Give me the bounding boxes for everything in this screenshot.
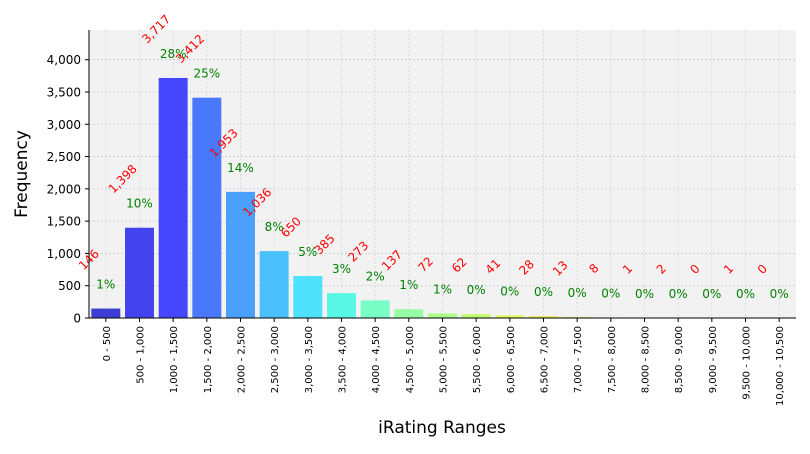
x-tick-label: 5,500 - 6,000 bbox=[472, 326, 483, 393]
bar bbox=[91, 309, 120, 318]
y-axis-label: Frequency bbox=[12, 130, 32, 218]
y-tick-label: 3,000 bbox=[47, 118, 81, 132]
x-tick-label: 6,500 - 7,000 bbox=[540, 326, 551, 393]
percent-label: 2% bbox=[366, 269, 385, 283]
x-tick-label: 9,500 - 10,000 bbox=[742, 326, 753, 400]
percent-label: 0% bbox=[534, 285, 553, 299]
x-tick-label: 3,000 - 3,500 bbox=[304, 326, 315, 393]
percent-label: 1% bbox=[96, 278, 115, 292]
x-tick-label: 3,500 - 4,000 bbox=[338, 326, 349, 393]
x-tick-label: 500 - 1,000 bbox=[136, 326, 147, 384]
percent-label: 0% bbox=[669, 287, 688, 301]
bar bbox=[159, 78, 188, 318]
x-tick-label: 10,000 - 10,500 bbox=[775, 326, 786, 406]
y-tick-label: 1,000 bbox=[47, 247, 81, 261]
y-tick-label: 3,500 bbox=[47, 85, 81, 99]
percent-label: 0% bbox=[736, 287, 755, 301]
percent-label: 0% bbox=[635, 287, 654, 301]
x-tick-label: 1,500 - 2,000 bbox=[203, 326, 214, 393]
x-tick-label: 8,500 - 9,000 bbox=[674, 326, 685, 393]
x-tick-label: 4,500 - 5,000 bbox=[405, 326, 416, 393]
x-tick-label: 0 - 500 bbox=[102, 326, 113, 361]
x-tick-label: 2,000 - 2,500 bbox=[237, 326, 248, 393]
x-tick-label: 4,000 - 4,500 bbox=[371, 326, 382, 393]
y-tick-label: 2,000 bbox=[47, 182, 81, 196]
percent-label: 25% bbox=[193, 67, 220, 81]
y-tick-label: 4,000 bbox=[47, 53, 81, 67]
x-tick-label: 9,000 - 9,500 bbox=[708, 326, 719, 393]
y-tick-label: 2,500 bbox=[47, 150, 81, 164]
percent-label: 0% bbox=[467, 283, 486, 297]
x-tick-label: 7,500 - 8,000 bbox=[607, 326, 618, 393]
bar bbox=[361, 300, 390, 318]
bar bbox=[192, 98, 221, 318]
bar bbox=[428, 313, 457, 318]
x-tick-label: 8,000 - 8,500 bbox=[641, 326, 652, 393]
x-tick-label: 1,000 - 1,500 bbox=[169, 326, 180, 393]
y-axis-ticks: 0 500 1,000 1,500 2,000 2,500 3,000 3,500 4,000 bbox=[47, 53, 89, 325]
percent-label: 1% bbox=[399, 278, 418, 292]
x-axis-ticks: 0 - 500 500 - 1,000 1,000 - 1,500 1,500 - 2… bbox=[102, 318, 786, 406]
bar bbox=[260, 251, 289, 318]
percent-label: 0% bbox=[500, 284, 519, 298]
percent-label: 0% bbox=[601, 286, 620, 300]
bar bbox=[327, 293, 356, 318]
percent-label: 0% bbox=[568, 286, 587, 300]
x-tick-label: 6,000 - 6,500 bbox=[506, 326, 517, 393]
percent-label: 0% bbox=[770, 287, 789, 301]
x-tick-label: 2,500 - 3,000 bbox=[270, 326, 281, 393]
percent-label: 3% bbox=[332, 262, 351, 276]
bar bbox=[125, 228, 154, 318]
bar bbox=[462, 314, 491, 318]
y-tick-label: 1,500 bbox=[47, 215, 81, 229]
percent-label: 14% bbox=[227, 161, 254, 175]
x-axis-label: iRating Ranges bbox=[378, 418, 506, 438]
y-tick-label: 0 bbox=[73, 312, 81, 326]
x-tick-label: 5,000 - 5,500 bbox=[439, 326, 450, 393]
percent-label: 10% bbox=[126, 197, 153, 211]
bar bbox=[293, 276, 322, 318]
percent-label: 0% bbox=[702, 287, 721, 301]
bar bbox=[394, 309, 423, 318]
y-tick-label: 500 bbox=[58, 279, 81, 293]
percent-label: 1% bbox=[433, 282, 452, 296]
x-tick-label: 7,000 - 7,500 bbox=[573, 326, 584, 393]
